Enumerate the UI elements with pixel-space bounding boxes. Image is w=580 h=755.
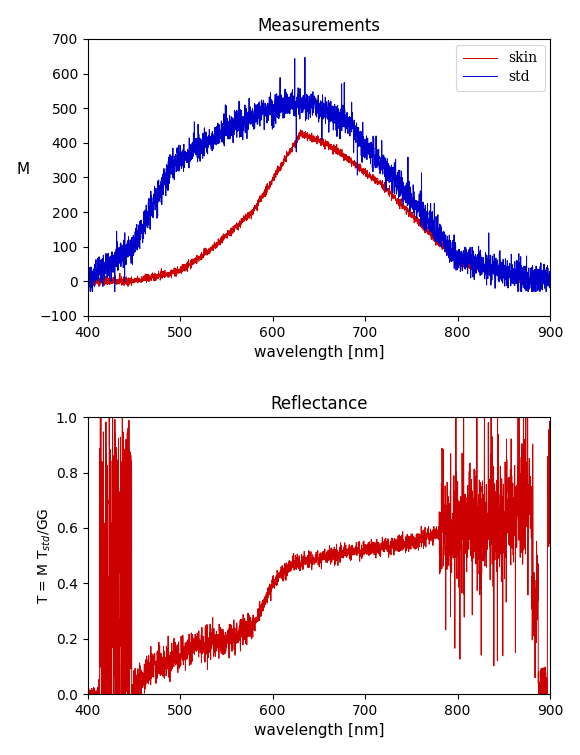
skin — [547, 277, 554, 286]
Y-axis label: M: M — [17, 162, 30, 177]
Title: Reflectance: Reflectance — [270, 395, 368, 413]
skin — [84, 276, 91, 285]
std — [282, 109, 289, 119]
Line: std: std — [88, 57, 550, 291]
X-axis label: wavelength [nm]: wavelength [nm] — [253, 345, 384, 360]
std — [538, 274, 545, 283]
Y-axis label: T = M T$_{std}$/GG: T = M T$_{std}$/GG — [37, 507, 53, 604]
Title: Measurements: Measurements — [258, 17, 380, 35]
skin — [262, 192, 269, 201]
skin — [282, 155, 289, 164]
std — [87, 287, 94, 296]
Line: skin: skin — [88, 130, 550, 286]
std — [488, 264, 495, 273]
skin — [165, 268, 172, 277]
skin — [96, 282, 103, 291]
skin — [298, 125, 304, 134]
skin — [137, 276, 144, 285]
std — [137, 219, 144, 228]
X-axis label: wavelength [nm]: wavelength [nm] — [253, 723, 384, 738]
std — [547, 283, 554, 292]
std — [165, 186, 172, 195]
Legend: skin, std: skin, std — [456, 45, 545, 91]
skin — [488, 263, 495, 273]
std — [302, 53, 309, 62]
std — [262, 99, 269, 108]
skin — [538, 275, 545, 284]
std — [84, 286, 91, 295]
